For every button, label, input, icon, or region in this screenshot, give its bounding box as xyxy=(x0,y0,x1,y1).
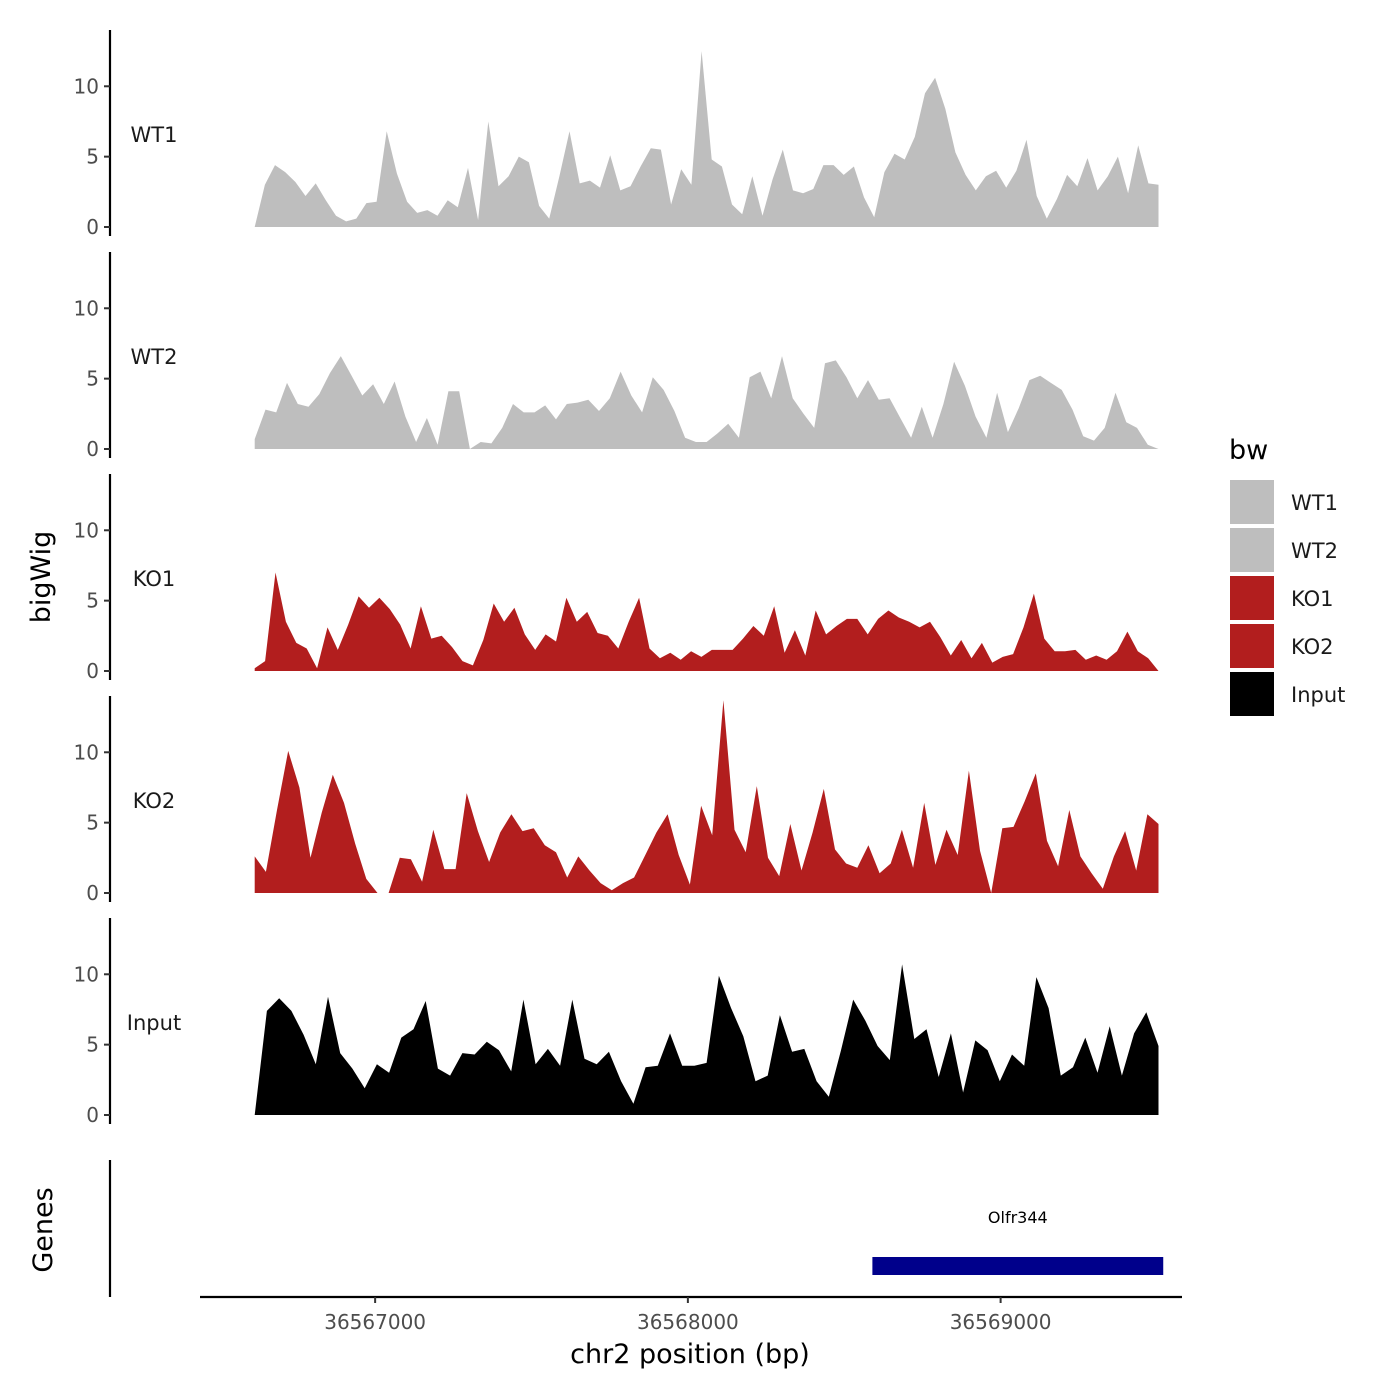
track-label: WT2 xyxy=(131,345,178,369)
genes-axis-title: Genes xyxy=(28,1187,59,1272)
y-tick-label: 5 xyxy=(86,367,99,391)
x-axis-title: chr2 position (bp) xyxy=(570,1339,810,1370)
area-wt2 xyxy=(254,356,1159,449)
legend-label: KO1 xyxy=(1291,587,1334,611)
y-tick-label: 10 xyxy=(74,74,99,98)
y-tick-label: 0 xyxy=(86,437,99,461)
x-axis: chr2 position (bp) 36567000 36568000 36569… xyxy=(200,1295,1182,1370)
y-tick-label: 5 xyxy=(86,811,99,835)
track-input: 0 5 10 Input xyxy=(74,918,1159,1127)
x-tick-label: 36568000 xyxy=(637,1310,739,1334)
track-ko1: 0 5 10 KO1 xyxy=(74,474,1159,683)
track-label: WT1 xyxy=(131,123,178,147)
y-tick-label: 5 xyxy=(86,145,99,169)
y-tick-label: 0 xyxy=(86,659,99,683)
track-ko2: 0 5 10 KO2 xyxy=(74,696,1159,905)
y-tick-label: 10 xyxy=(74,518,99,542)
legend-swatch-ko1 xyxy=(1230,576,1274,620)
legend-title: bw xyxy=(1229,435,1268,466)
legend-swatch-wt1 xyxy=(1230,480,1274,524)
legend-swatch-input xyxy=(1230,672,1274,716)
track-wt1: 0 5 10 WT1 xyxy=(74,30,1159,239)
legend-label: KO2 xyxy=(1291,635,1334,659)
legend-swatch-ko2 xyxy=(1230,624,1274,668)
y-tick-label: 0 xyxy=(86,215,99,239)
y-tick-label: 10 xyxy=(74,740,99,764)
coverage-tracks: 0 5 10 WT1 0 5 10 WT2 0 5 10 KO1 0 5 10 KO2 0 5 10 Input xyxy=(74,30,1159,1127)
area-input xyxy=(254,964,1159,1115)
area-ko1 xyxy=(254,572,1159,671)
legend-swatch-wt2 xyxy=(1230,528,1274,572)
y-axis-title: bigWig xyxy=(26,531,57,624)
legend-label: Input xyxy=(1291,683,1345,707)
legend-label: WT2 xyxy=(1291,539,1338,563)
legend: bw WT1 WT2 KO1 KO2 Input xyxy=(1229,435,1345,716)
track-wt2: 0 5 10 WT2 xyxy=(74,252,1159,461)
y-tick-label: 0 xyxy=(86,1103,99,1127)
gene-label: Olfr344 xyxy=(988,1208,1048,1227)
gene-panel: Genes Olfr344 xyxy=(28,1160,1164,1297)
y-tick-label: 5 xyxy=(86,589,99,613)
track-label: Input xyxy=(127,1011,181,1035)
y-tick-label: 0 xyxy=(86,881,99,905)
track-label: KO1 xyxy=(133,567,176,591)
track-label: KO2 xyxy=(133,789,176,813)
area-wt1 xyxy=(254,51,1159,227)
y-tick-label: 5 xyxy=(86,1033,99,1057)
x-tick-label: 36567000 xyxy=(324,1310,426,1334)
y-tick-label: 10 xyxy=(74,296,99,320)
gene-body xyxy=(872,1257,1164,1275)
y-tick-label: 10 xyxy=(74,962,99,986)
x-tick-label: 36569000 xyxy=(950,1310,1052,1334)
area-ko2 xyxy=(254,700,1159,893)
legend-label: WT1 xyxy=(1291,491,1338,515)
